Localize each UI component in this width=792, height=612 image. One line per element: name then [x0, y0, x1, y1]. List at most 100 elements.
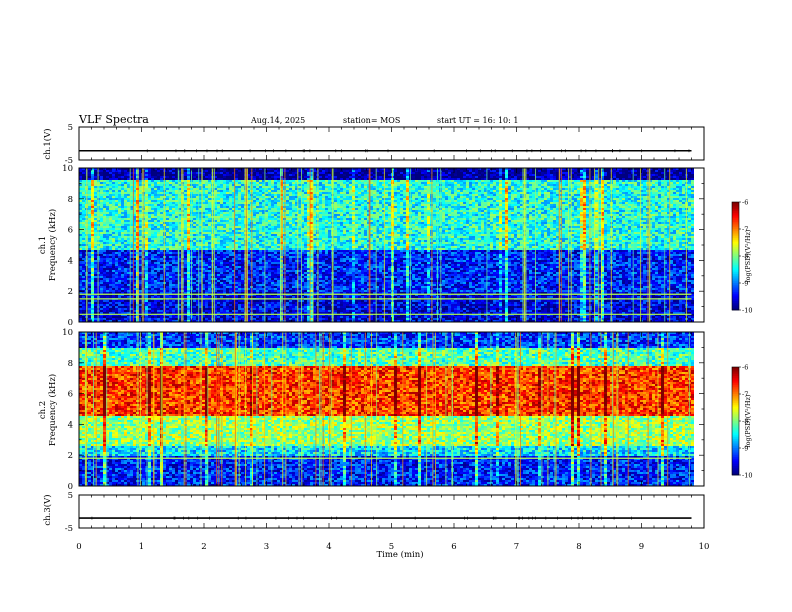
psd-cell [133, 292, 136, 294]
psd-cell [133, 304, 136, 306]
psd-cell [166, 276, 169, 278]
psd-cell [214, 208, 217, 210]
psd-cell [223, 194, 226, 196]
psd-cell [259, 294, 262, 296]
psd-cell [151, 250, 154, 252]
psd-cell [100, 284, 103, 286]
psd-cell [124, 318, 127, 320]
psd-cell [241, 284, 244, 286]
psd-cell [136, 194, 139, 196]
psd-cell [112, 282, 115, 284]
psd-cell [88, 292, 91, 294]
psd-cell [160, 206, 163, 208]
psd-cell [94, 306, 97, 308]
psd-cell [109, 290, 112, 292]
psd-cell [103, 198, 106, 200]
psd-cell [259, 312, 262, 314]
psd-cell [145, 272, 148, 274]
psd-cell [184, 196, 187, 198]
psd-cell [184, 302, 187, 304]
psd-cell [88, 212, 91, 214]
psd-cell [103, 272, 106, 274]
psd-cell [220, 274, 223, 276]
psd-cell [241, 188, 244, 190]
psd-cell [103, 212, 106, 214]
psd-cell [103, 220, 106, 222]
psd-cell [118, 304, 121, 306]
psd-cell [256, 318, 259, 320]
psd-cell [217, 226, 220, 228]
psd-cell [118, 270, 121, 272]
psd-cell [223, 264, 226, 266]
psd-cell [79, 306, 82, 308]
psd-cell [100, 270, 103, 272]
psd-cell [241, 236, 244, 238]
psd-cell [226, 196, 229, 198]
psd-cell [94, 186, 97, 188]
psd-cell [199, 220, 202, 222]
psd-cell [127, 306, 130, 308]
psd-cell [124, 198, 127, 200]
psd-cell [220, 220, 223, 222]
psd-cell [196, 294, 199, 296]
psd-cell [172, 312, 175, 314]
psd-cell [121, 280, 124, 282]
psd-cell [214, 182, 217, 184]
psd-cell [145, 206, 148, 208]
psd-cell [202, 308, 205, 310]
psd-cell [115, 176, 118, 178]
psd-cell [106, 312, 109, 314]
psd-cell [130, 254, 133, 256]
psd-cell [112, 222, 115, 224]
psd-cell [130, 288, 133, 290]
psd-cell [121, 174, 124, 176]
psd-cell [187, 184, 190, 186]
psd-cell [106, 202, 109, 204]
psd-cell [145, 286, 148, 288]
psd-cell [259, 290, 262, 292]
psd-cell [100, 292, 103, 294]
psd-cell [139, 286, 142, 288]
psd-cell [223, 184, 226, 186]
psd-cell [91, 174, 94, 176]
psd-cell [160, 262, 163, 264]
psd-cell [208, 214, 211, 216]
psd-cell [232, 196, 235, 198]
psd-cell [262, 174, 265, 176]
psd-cell [154, 174, 157, 176]
psd-cell [133, 212, 136, 214]
psd-cell [88, 300, 91, 302]
psd-cell [79, 236, 82, 238]
psd-cell [235, 268, 238, 270]
psd-cell [238, 290, 241, 292]
psd-cell [124, 252, 127, 254]
psd-cell [109, 284, 112, 286]
psd-cell [112, 302, 115, 304]
psd-cell [199, 226, 202, 228]
psd-cell [247, 168, 250, 170]
psd-cell [193, 168, 196, 170]
psd-cell [127, 238, 130, 240]
psd-cell [157, 168, 160, 170]
psd-cell [235, 280, 238, 282]
psd-cell [124, 194, 127, 196]
psd-cell [241, 190, 244, 192]
psd-cell [145, 316, 148, 318]
psd-cell [172, 232, 175, 234]
psd-cell [124, 178, 127, 180]
psd-cell [130, 276, 133, 278]
psd-cell [157, 246, 160, 248]
psd-cell [166, 254, 169, 256]
psd-cell [91, 244, 94, 246]
psd-cell [109, 186, 112, 188]
psd-cell [166, 274, 169, 276]
psd-cell [166, 282, 169, 284]
psd-cell [103, 188, 106, 190]
psd-cell [229, 178, 232, 180]
psd-cell [130, 176, 133, 178]
psd-cell [121, 276, 124, 278]
psd-cell [256, 178, 259, 180]
psd-cell [133, 228, 136, 230]
psd-cell [253, 284, 256, 286]
psd-cell [208, 284, 211, 286]
